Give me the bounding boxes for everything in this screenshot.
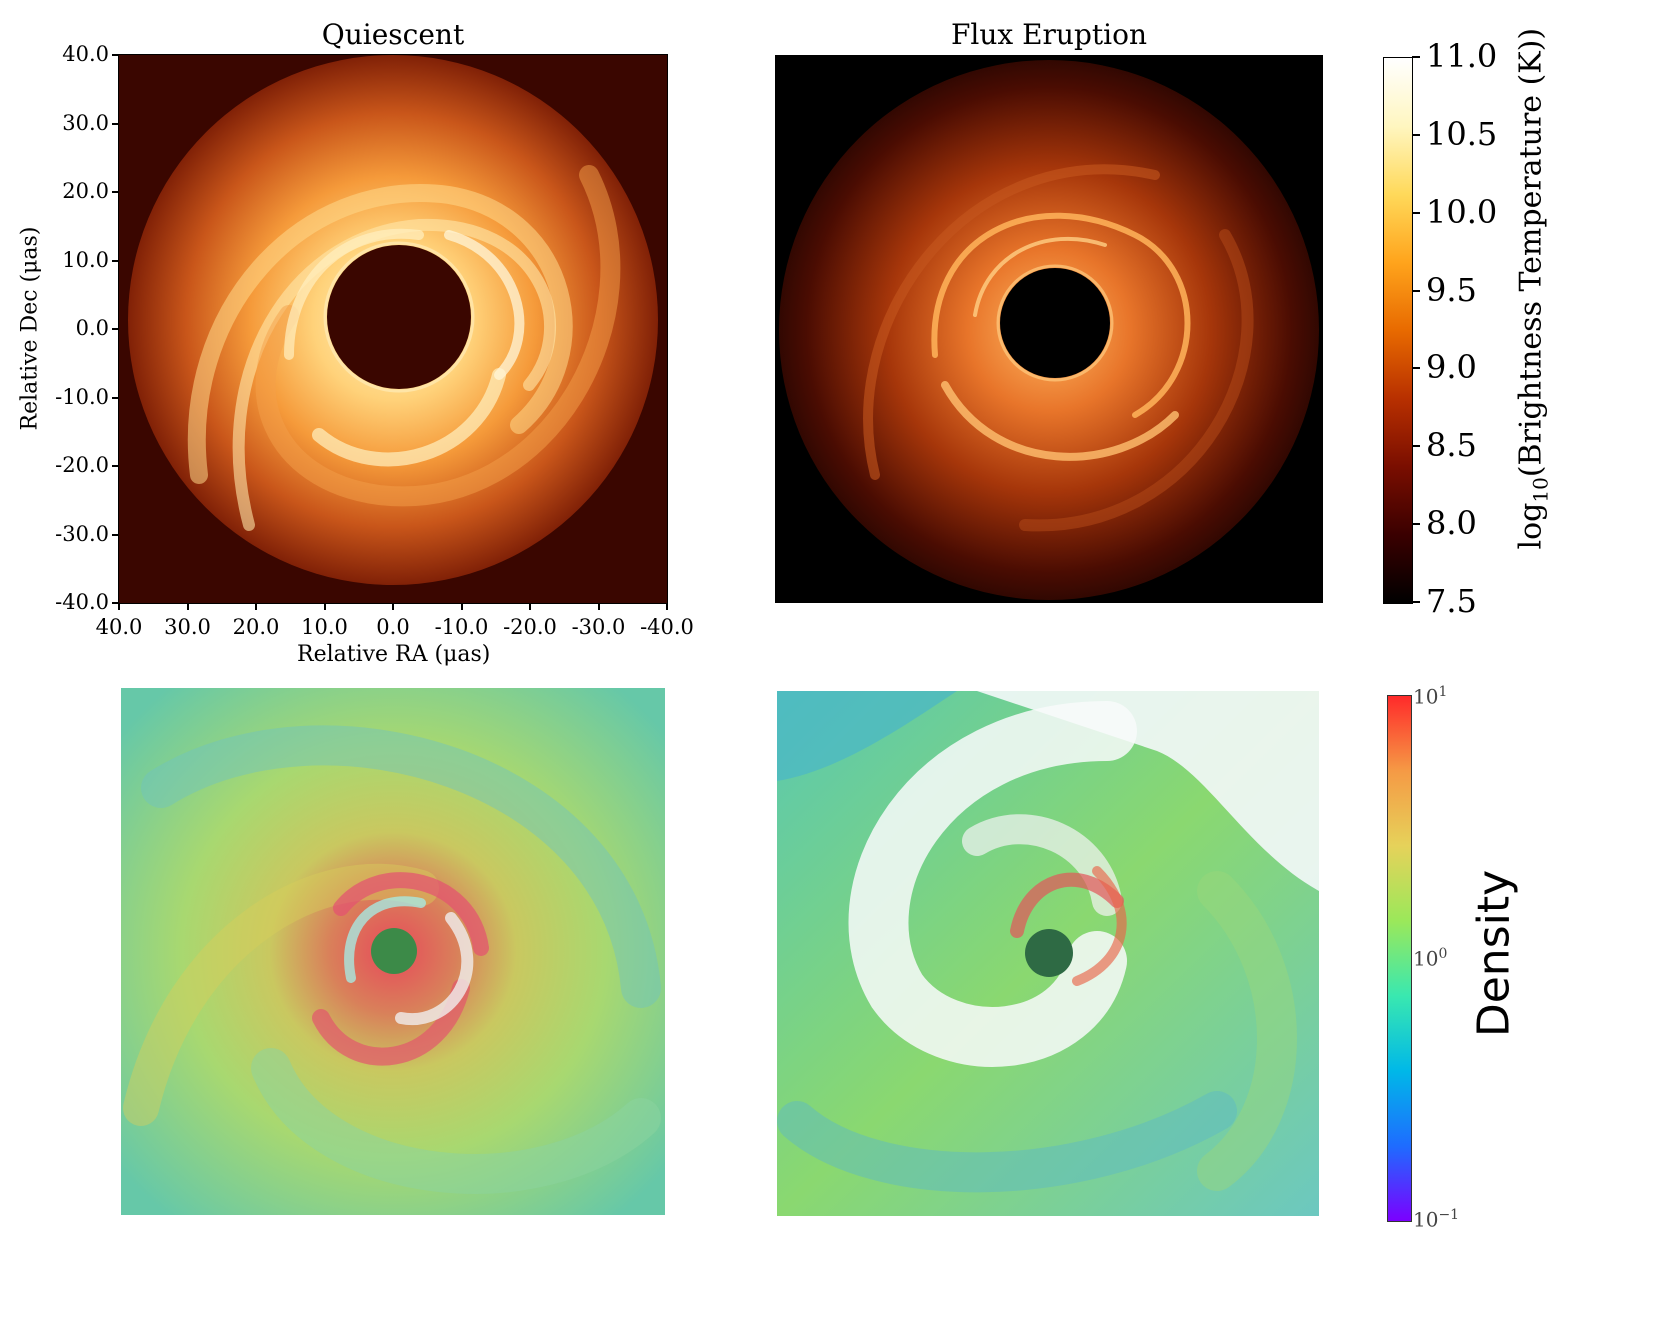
temperature-tick-label: 8.0 (1426, 504, 1477, 543)
y-tick-mark (112, 54, 119, 56)
y-tick-label: 0.0 (75, 316, 109, 340)
x-tick-label: 10.0 (301, 615, 348, 639)
x-tick-label: 0.0 (376, 615, 410, 639)
flux-eruption-density-image (777, 691, 1319, 1216)
x-tick-mark (597, 603, 600, 610)
temperature-tick-mark (1412, 133, 1420, 136)
temperature-tick-mark (1412, 289, 1420, 292)
x-tick-mark (118, 603, 120, 610)
flux-eruption-title: Flux Eruption (951, 18, 1147, 51)
y-tick-mark (112, 396, 119, 399)
x-tick-mark (666, 603, 668, 610)
density-colorbar-label: Density (1468, 869, 1520, 1038)
y-tick-mark (112, 465, 119, 467)
density-tick-top: 101 (1413, 684, 1448, 709)
y-tick-mark (112, 122, 119, 125)
y-tick-label: -30.0 (55, 521, 109, 546)
temperature-tick-label: 9.5 (1426, 270, 1477, 309)
x-tick-mark (460, 603, 463, 610)
quiescent-brightness-image (119, 55, 667, 603)
y-tick-label: 30.0 (62, 110, 109, 135)
temperature-tick-label: 9.0 (1426, 348, 1477, 387)
x-tick-label: 20.0 (232, 615, 280, 639)
temperature-tick-mark (1412, 523, 1420, 526)
x-tick-mark (255, 603, 257, 610)
x-tick-label: -30.0 (571, 615, 626, 639)
y-tick-label: 10.0 (62, 247, 109, 272)
x-tick-label: 40.0 (95, 615, 143, 639)
quiescent-x-axis-label: Relative RA (μas) (297, 642, 491, 667)
y-tick-label: 20.0 (62, 179, 109, 203)
temperature-tick-label: 10.0 (1426, 192, 1498, 231)
x-tick-mark (529, 603, 531, 610)
y-tick-mark (112, 533, 119, 536)
x-tick-label: -10.0 (434, 615, 489, 639)
y-tick-label: 40.0 (62, 42, 109, 66)
temperature-tick-label: 7.5 (1426, 582, 1477, 620)
density-colorbar (1387, 695, 1412, 1222)
temperature-tick-label: 8.5 (1426, 426, 1477, 465)
y-tick-label: -20.0 (55, 453, 109, 477)
temperature-tick-mark (1412, 211, 1420, 214)
temperature-colorbar (1383, 57, 1413, 604)
density-tick-middle: 100 (1413, 946, 1448, 971)
temperature-tick-mark (1412, 367, 1420, 370)
x-tick-label: -20.0 (503, 615, 557, 639)
temperature-tick-mark (1412, 445, 1420, 448)
y-tick-mark (112, 328, 119, 330)
temperature-tick-label: 11.0 (1426, 37, 1498, 75)
temperature-tick-mark (1412, 601, 1420, 603)
y-tick-mark (112, 259, 119, 262)
x-tick-mark (323, 603, 326, 610)
y-tick-label: -40.0 (55, 590, 109, 614)
x-tick-mark (392, 603, 394, 610)
temperature-tick-mark (1412, 56, 1420, 58)
temperature-tick-label: 10.5 (1426, 114, 1498, 153)
x-tick-label: 30.0 (164, 615, 211, 639)
density-tick-bottom: 10−1 (1413, 1207, 1460, 1232)
quiescent-density-image (121, 688, 665, 1215)
quiescent-title: Quiescent (321, 18, 465, 51)
y-tick-label: -10.0 (55, 384, 109, 409)
temperature-colorbar-label: log10(Brightness Temperature (K)) (1513, 27, 1553, 550)
flux-eruption-brightness-image (775, 55, 1323, 603)
x-tick-mark (186, 603, 189, 610)
y-tick-mark (112, 191, 119, 193)
y-tick-mark (112, 602, 119, 604)
x-tick-label: -40.0 (640, 615, 694, 639)
